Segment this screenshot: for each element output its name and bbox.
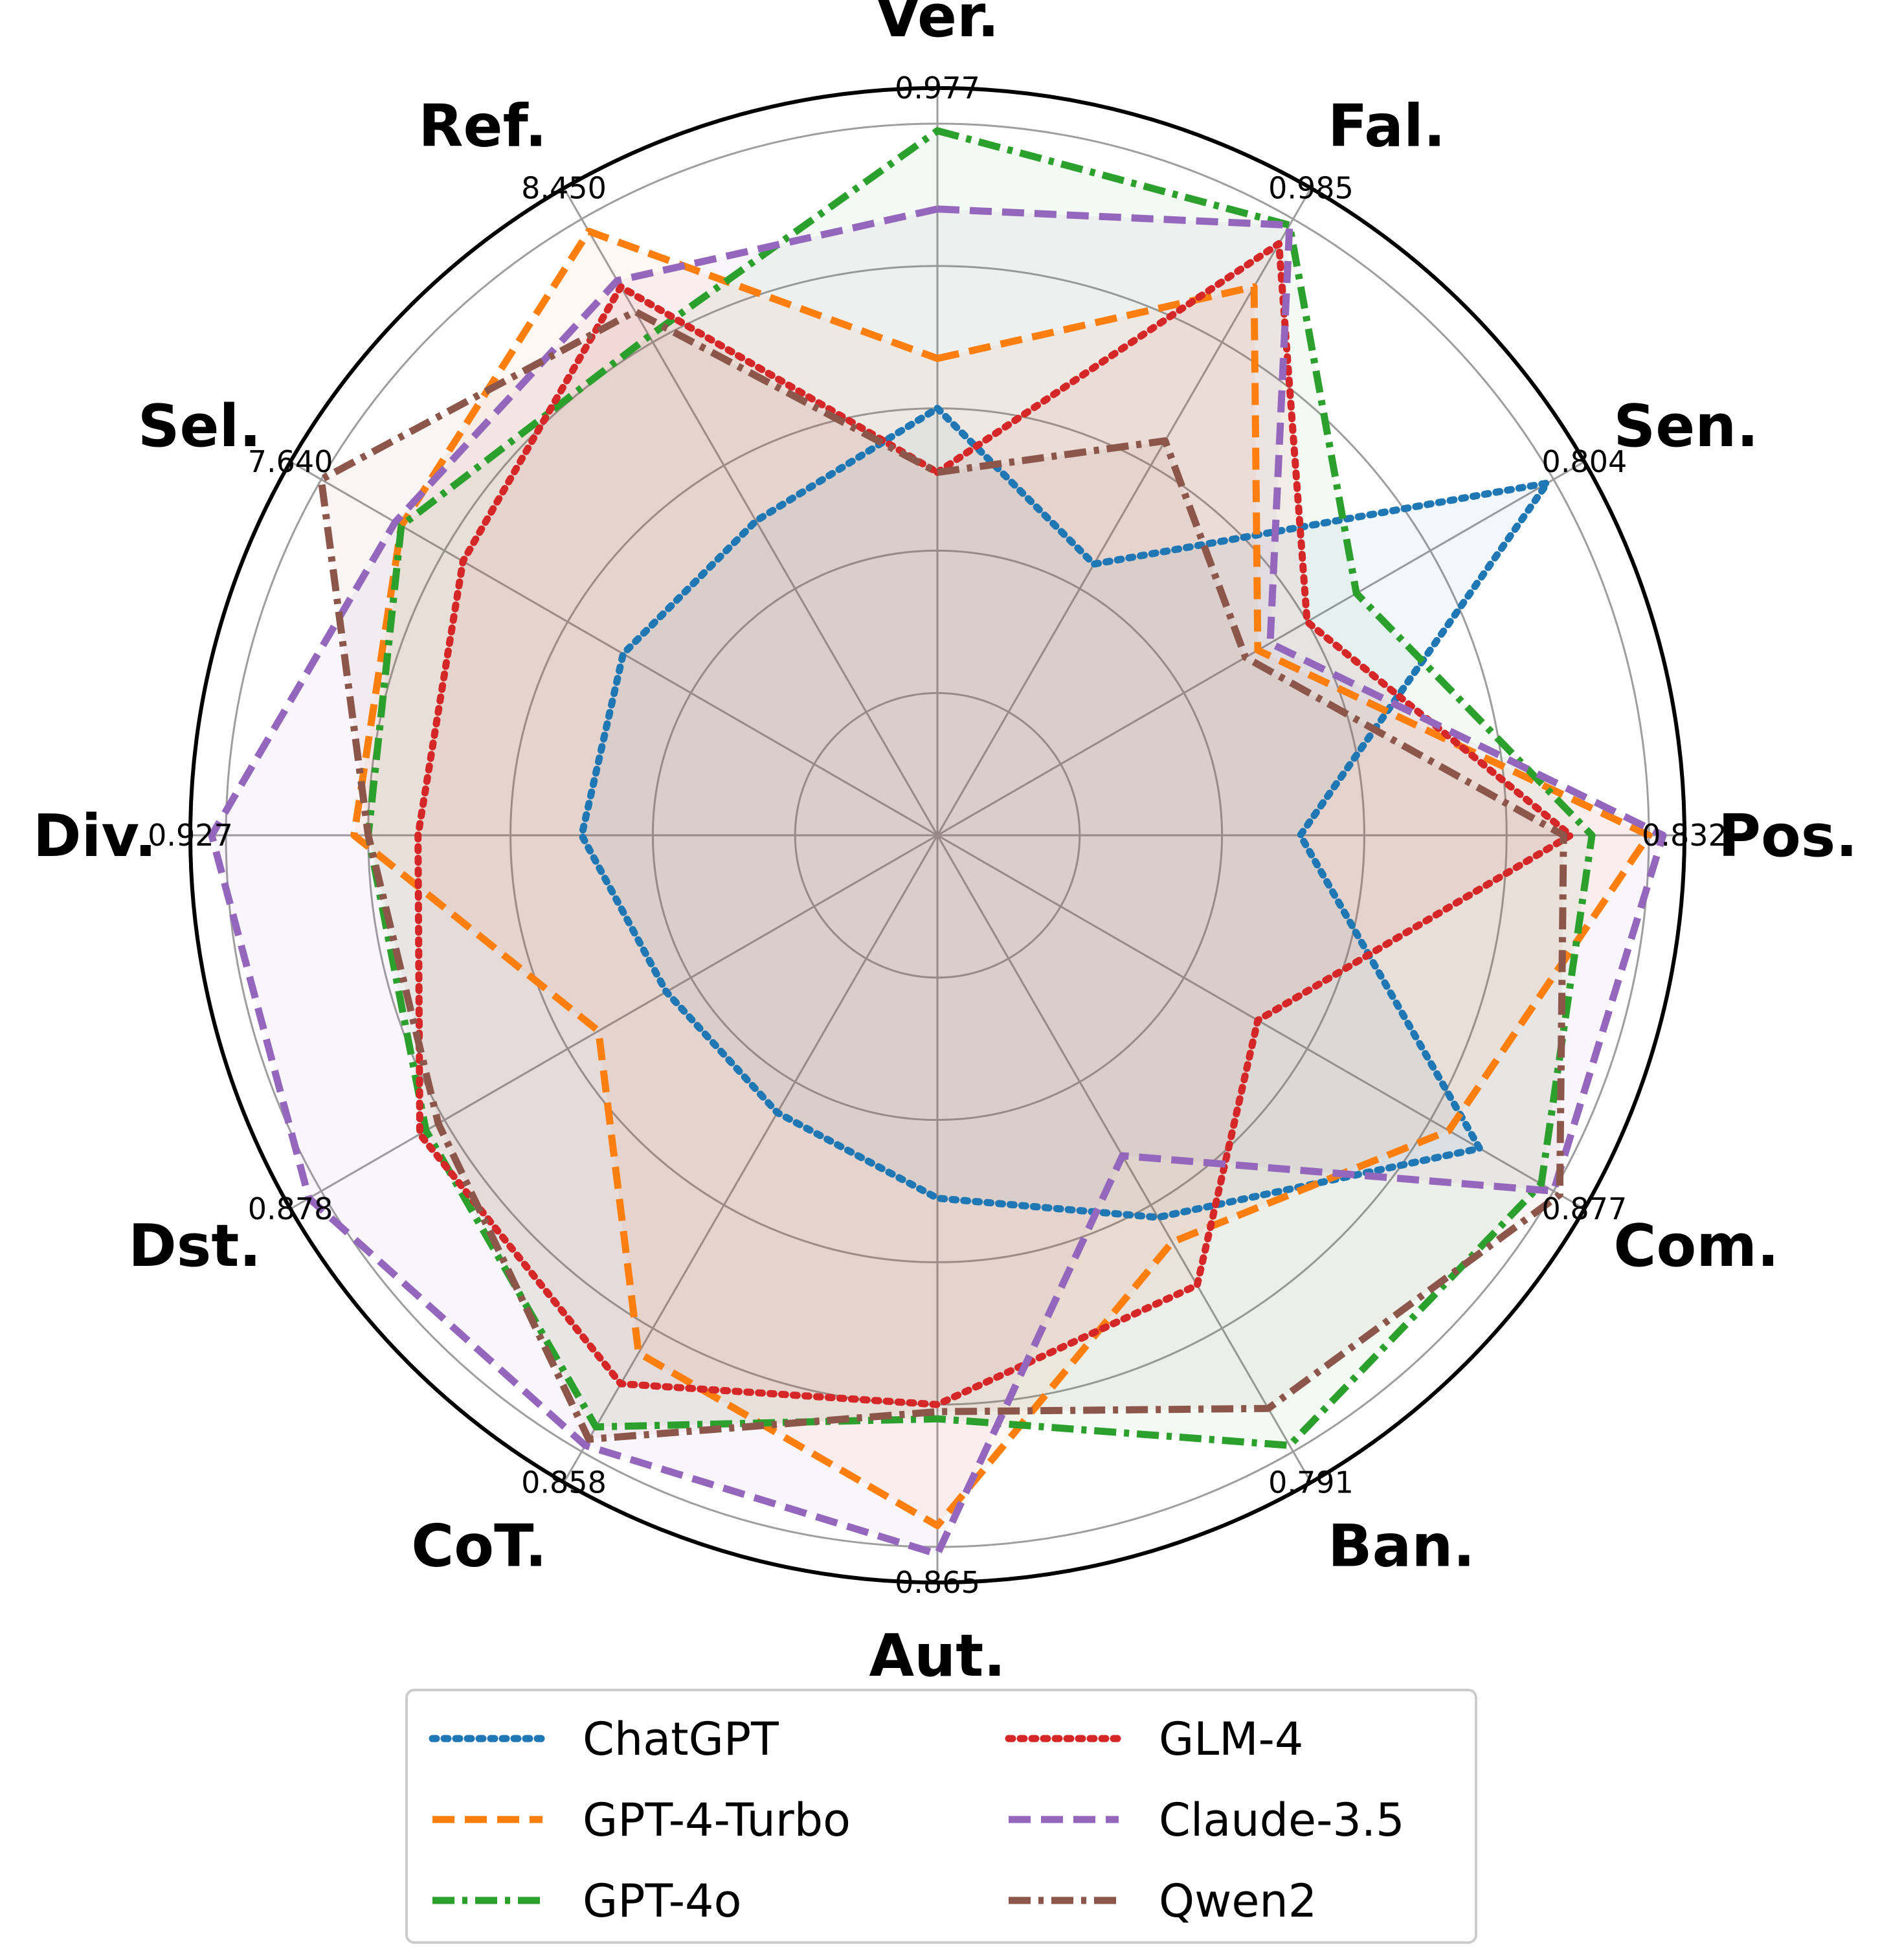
legend: ChatGPT GPT-4-Turbo GPT-4o GLM-4 Claude-3.5 Q… [405, 1689, 1477, 1944]
series-fills [212, 130, 1663, 1554]
axis-max-label: 0.858 [521, 1465, 607, 1500]
axis-label: Ref. [418, 93, 547, 161]
axis-label: Com. [1613, 1212, 1779, 1280]
series-line [414, 240, 1574, 1408]
series-fill [368, 130, 1593, 1446]
axis-label: Fal. [1328, 93, 1446, 161]
axis-label: Pos. [1718, 802, 1858, 870]
axis-max-label: 0.977 [895, 71, 980, 106]
legend-label: GPT-4o [583, 1875, 741, 1928]
legend-label: Qwen2 [1159, 1875, 1317, 1928]
legend-label: GLM-4 [1159, 1713, 1303, 1766]
axis-label: Sel. [138, 392, 262, 460]
axis-label: Sen. [1613, 392, 1758, 460]
series-fill [353, 231, 1649, 1526]
legend-label: Claude-3.5 [1159, 1794, 1405, 1847]
axis-max-label: 0.878 [248, 1191, 333, 1226]
legend-label: ChatGPT [583, 1713, 779, 1766]
axis-label: CoT. [411, 1512, 547, 1580]
grid-spoke [936, 187, 1312, 836]
axis-max-label: 0.985 [1268, 171, 1354, 206]
axis-max-label: 0.877 [1542, 1191, 1628, 1226]
axis-label: Dst. [128, 1212, 262, 1280]
polar-frame [188, 86, 1686, 1584]
series-line [364, 127, 1596, 1449]
grid-spoke [289, 834, 938, 1210]
axis-label: Ban. [1328, 1512, 1475, 1580]
axis-label: Div. [33, 802, 157, 870]
axis-max-label: 7.640 [248, 444, 333, 479]
axis-label: Ver. [875, 0, 1000, 51]
series-fill [321, 311, 1564, 1439]
axis-max-label: 0.791 [1268, 1465, 1354, 1500]
grid-spoke [563, 835, 939, 1483]
axis-labels: Ver. 0.977 Fal. 0.985 Sen.0.804 Pos.0.832 Com.… [33, 0, 1858, 1690]
legend-label: GPT-4-Turbo [583, 1794, 851, 1847]
grid-spoke [563, 187, 939, 836]
legend-box [405, 1689, 1477, 1944]
series-line [208, 205, 1667, 1558]
series-line [578, 405, 1551, 1221]
axis-max-label: 8.450 [521, 171, 607, 206]
axis-max-label: 0.832 [1642, 818, 1727, 853]
axis-max-label: 0.927 [148, 818, 233, 853]
axis-max-label: 0.865 [895, 1565, 980, 1600]
axis-label: Aut. [869, 1622, 1006, 1690]
series-fill [212, 208, 1663, 1554]
series-lines [208, 127, 1667, 1558]
axis-max-label: 0.804 [1542, 444, 1628, 479]
series-line [317, 308, 1567, 1443]
